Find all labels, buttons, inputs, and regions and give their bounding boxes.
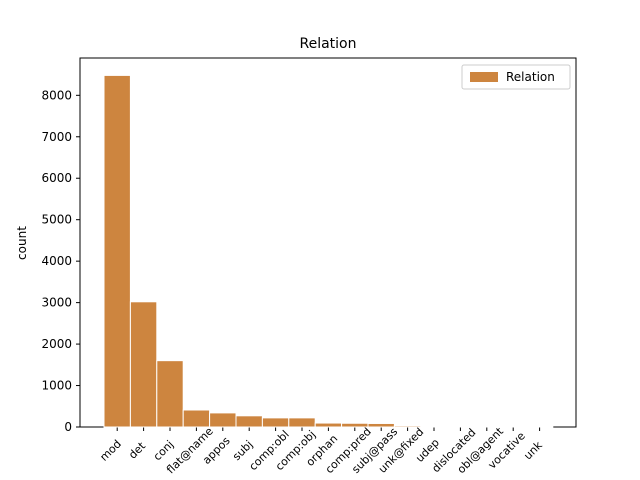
y-tick-label: 6000	[41, 171, 72, 185]
y-tick-label: 1000	[41, 379, 72, 393]
legend-label: Relation	[506, 70, 555, 84]
y-tick-label: 4000	[41, 254, 72, 268]
bar	[235, 415, 263, 428]
bar	[367, 422, 395, 428]
legend-swatch	[470, 72, 498, 82]
bar	[129, 301, 158, 428]
x-tick-label: unk	[521, 438, 545, 462]
legend-box	[461, 64, 571, 90]
x-tick-label: det	[126, 439, 148, 461]
bar	[314, 422, 343, 428]
y-tick-label: 5000	[41, 213, 72, 227]
chart-title: Relation	[300, 36, 357, 52]
y-axis-label: count	[15, 226, 29, 260]
y-tick-label: 3000	[41, 296, 72, 310]
y-tick-label: 8000	[41, 88, 72, 102]
bar	[261, 417, 290, 428]
bar	[393, 425, 422, 428]
y-tick-label: 2000	[41, 337, 72, 351]
x-tick-label: mod	[97, 437, 123, 463]
bar	[209, 412, 237, 428]
bar	[341, 422, 369, 428]
bar	[182, 409, 211, 428]
y-tick-label: 0	[64, 420, 72, 434]
y-tick-label: 7000	[41, 130, 72, 144]
bar	[156, 360, 184, 428]
bar	[288, 417, 316, 428]
bar	[103, 74, 131, 428]
